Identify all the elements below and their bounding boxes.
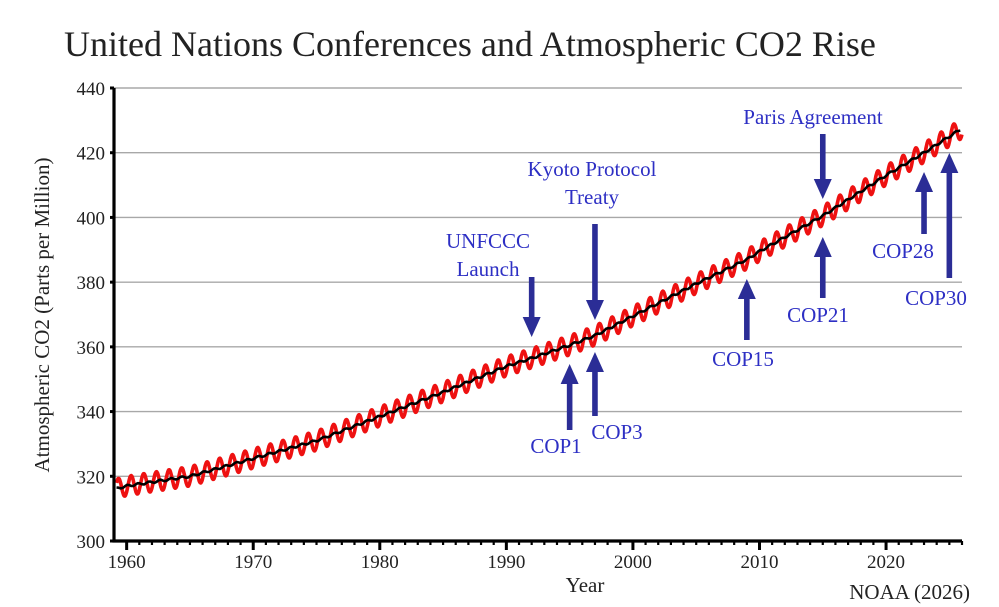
- y-tick-label-300: 300: [77, 532, 106, 553]
- annotation-label: Kyoto Protocol: [528, 157, 657, 181]
- annotation-label: COP15: [712, 347, 774, 371]
- annotation-cop28: COP28: [872, 172, 934, 263]
- arrow-shaft: [744, 299, 750, 340]
- y-tick-label-340: 340: [77, 403, 106, 424]
- arrow-shaft: [946, 173, 953, 278]
- annotation-kyoto-protocol-treaty: Kyoto Protocol Treaty: [528, 157, 657, 320]
- x-axis-ticks: 1960 1970 1980 1990 2000 2010 2020: [108, 541, 964, 573]
- annotations: UNFCCC Launch Kyoto Protocol Treaty Paris Ag…: [446, 105, 967, 458]
- annotation-label: Paris Agreement: [743, 105, 883, 129]
- annotation-cop15: COP15: [712, 279, 774, 371]
- annotation-cop30: COP30: [905, 153, 967, 310]
- annotation-label: COP30: [905, 286, 967, 310]
- plot-series: [114, 122, 964, 498]
- y-axis-ticks: 300 320 340 360 380 400 420 440: [77, 79, 114, 553]
- arrow-shaft: [819, 134, 826, 179]
- arrow-head: [737, 279, 756, 299]
- arrow-shaft: [592, 224, 598, 300]
- y-tick-label-440: 440: [77, 79, 106, 100]
- arrow-head: [585, 300, 604, 320]
- annotation-label: Treaty: [565, 185, 620, 209]
- arrow-head: [560, 364, 579, 384]
- arrow-head: [813, 179, 832, 199]
- annotation-label: Launch: [457, 257, 520, 281]
- annotation-label: COP3: [591, 420, 642, 444]
- x-tick-label-1980: 1980: [361, 552, 399, 573]
- y-tick-label-360: 360: [77, 338, 106, 359]
- gridlines: [114, 87, 962, 477]
- y-axis-label: Atmospheric CO2 (Parts per Million): [30, 158, 54, 473]
- arrow-head: [813, 237, 832, 257]
- x-axis-label: Year: [566, 573, 605, 597]
- y-tick-label-400: 400: [77, 208, 106, 229]
- arrow-shaft: [819, 257, 826, 298]
- arrow-shaft: [528, 277, 535, 317]
- annotation-label: COP21: [787, 303, 849, 327]
- annotation-label: COP28: [872, 239, 934, 263]
- x-tick-label-2010: 2010: [740, 552, 778, 573]
- trend-co2-line: [116, 129, 961, 490]
- arrow-shaft: [566, 384, 573, 430]
- y-tick-label-420: 420: [77, 144, 106, 165]
- arrow-head: [915, 172, 934, 192]
- x-tick-label-2000: 2000: [614, 552, 652, 573]
- x-tick-label-1960: 1960: [108, 552, 146, 573]
- annotation-label: UNFCCC: [446, 229, 530, 253]
- y-tick-label-380: 380: [77, 273, 106, 294]
- chart-title: United Nations Conferences and Atmospher…: [64, 24, 876, 64]
- annotation-cop1: COP1: [530, 364, 582, 458]
- annotation-paris-agreement: Paris Agreement: [743, 105, 883, 199]
- annotation-cop3: COP3: [585, 352, 643, 444]
- x-tick-label-1990: 1990: [487, 552, 525, 573]
- annotation-label: COP1: [530, 434, 581, 458]
- x-tick-label-2020: 2020: [867, 552, 905, 573]
- x-tick-label-1970: 1970: [234, 552, 272, 573]
- annotation-cop21: COP21: [787, 237, 849, 327]
- arrow-head: [522, 317, 541, 337]
- arrow-shaft: [592, 372, 598, 416]
- arrow-shaft: [921, 192, 927, 234]
- arrow-head: [585, 352, 604, 372]
- annotation-unfccc-launch: UNFCCC Launch: [446, 229, 541, 337]
- arrow-head: [940, 153, 959, 173]
- y-tick-label-320: 320: [77, 467, 106, 488]
- source-credit: NOAA (2026): [849, 580, 970, 604]
